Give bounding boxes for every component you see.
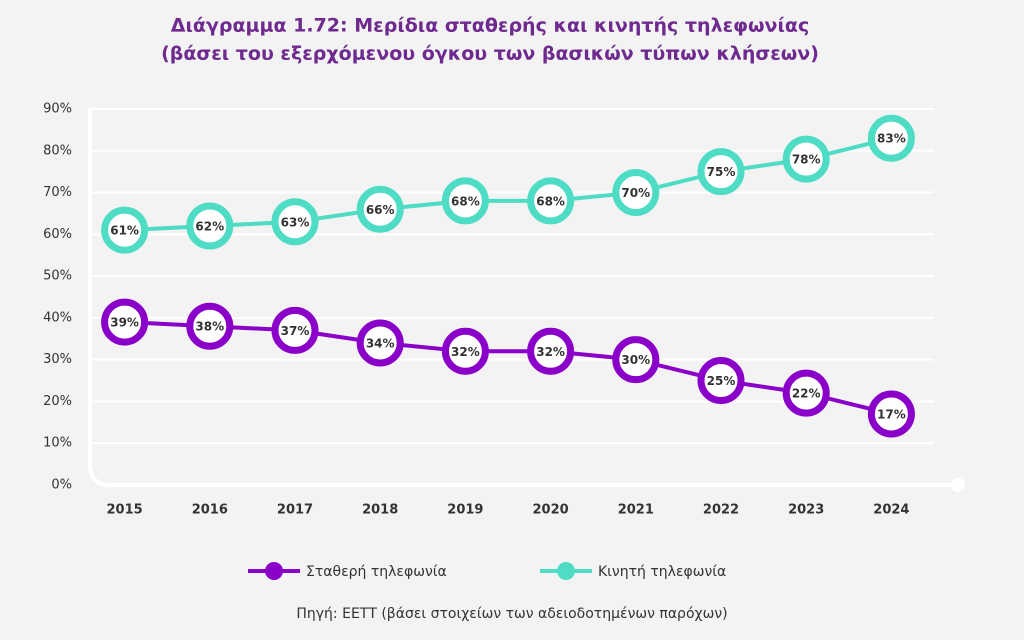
legend-label: Κινητή τηλεφωνία xyxy=(598,564,726,580)
data-label: 68% xyxy=(536,194,565,208)
y-tick-label: 90% xyxy=(43,102,72,117)
data-point xyxy=(186,202,234,250)
x-tick-label: 2023 xyxy=(788,503,824,518)
data-label: 25% xyxy=(707,374,736,388)
data-point xyxy=(527,177,575,225)
data-label: 70% xyxy=(621,186,650,200)
data-label: 22% xyxy=(792,387,821,401)
x-tick-label: 2020 xyxy=(533,503,569,518)
data-label: 66% xyxy=(366,203,395,217)
legend-label: Σταθερή τηλεφωνία xyxy=(306,564,447,580)
y-tick-label: 30% xyxy=(43,352,72,367)
y-tick-label: 70% xyxy=(43,185,72,200)
x-tick-label: 2019 xyxy=(447,503,483,518)
y-tick-label: 60% xyxy=(43,227,72,242)
data-label: 78% xyxy=(792,153,821,167)
x-tick-label: 2018 xyxy=(362,503,398,518)
y-tick-label: 50% xyxy=(43,269,72,284)
data-label: 34% xyxy=(366,336,395,350)
y-tick-label: 10% xyxy=(43,436,72,451)
data-point xyxy=(612,336,660,384)
data-label: 83% xyxy=(877,132,906,146)
data-point xyxy=(186,302,234,350)
data-label: 63% xyxy=(281,215,310,229)
data-point xyxy=(271,306,319,354)
data-label: 32% xyxy=(451,345,480,359)
data-point xyxy=(782,369,830,417)
data-point xyxy=(271,198,319,246)
data-point xyxy=(612,169,660,217)
chart-title: Διάγραμμα 1.72: Μερίδια σταθερής και κιν… xyxy=(171,15,809,37)
data-label: 30% xyxy=(621,353,650,367)
source: Πηγή: ΕΕΤΤ (βάσει στοιχείων των αδειοδοτ… xyxy=(296,606,727,622)
data-point xyxy=(441,327,489,375)
x-axis xyxy=(88,109,958,487)
data-label: 75% xyxy=(707,165,736,179)
legend-marker xyxy=(265,562,283,580)
data-label: 68% xyxy=(451,194,480,208)
data-point xyxy=(782,135,830,183)
x-tick-label: 2017 xyxy=(277,503,313,518)
data-point xyxy=(101,206,149,254)
y-tick-label: 40% xyxy=(43,310,72,325)
series-line xyxy=(124,320,892,416)
data-label: 61% xyxy=(110,224,139,238)
x-tick-label: 2022 xyxy=(703,503,739,518)
y-tick-label: 0% xyxy=(51,478,72,493)
y-tick-label: 20% xyxy=(43,394,72,409)
data-label: 39% xyxy=(110,316,139,330)
chart-subtitle: (βάσει του εξερχόμενου όγκου των βασικών… xyxy=(161,43,819,65)
data-point xyxy=(697,357,745,405)
data-point xyxy=(356,185,404,233)
data-point xyxy=(441,177,489,225)
series-line xyxy=(124,136,892,233)
x-tick-label: 2015 xyxy=(107,503,143,518)
data-point xyxy=(867,114,915,162)
y-tick-label: 80% xyxy=(43,143,72,158)
data-label: 62% xyxy=(195,219,224,233)
data-label: 32% xyxy=(536,345,565,359)
data-point xyxy=(356,319,404,367)
data-point xyxy=(867,390,915,438)
data-point xyxy=(527,327,575,375)
axis-end xyxy=(951,478,965,492)
data-label: 17% xyxy=(877,407,906,421)
data-label: 38% xyxy=(195,320,224,334)
x-tick-label: 2021 xyxy=(618,503,654,518)
data-label: 37% xyxy=(281,324,310,338)
data-point xyxy=(101,298,149,346)
data-point xyxy=(697,148,745,196)
x-tick-label: 2016 xyxy=(192,503,228,518)
x-tick-label: 2024 xyxy=(873,503,909,518)
legend-marker xyxy=(557,562,575,580)
